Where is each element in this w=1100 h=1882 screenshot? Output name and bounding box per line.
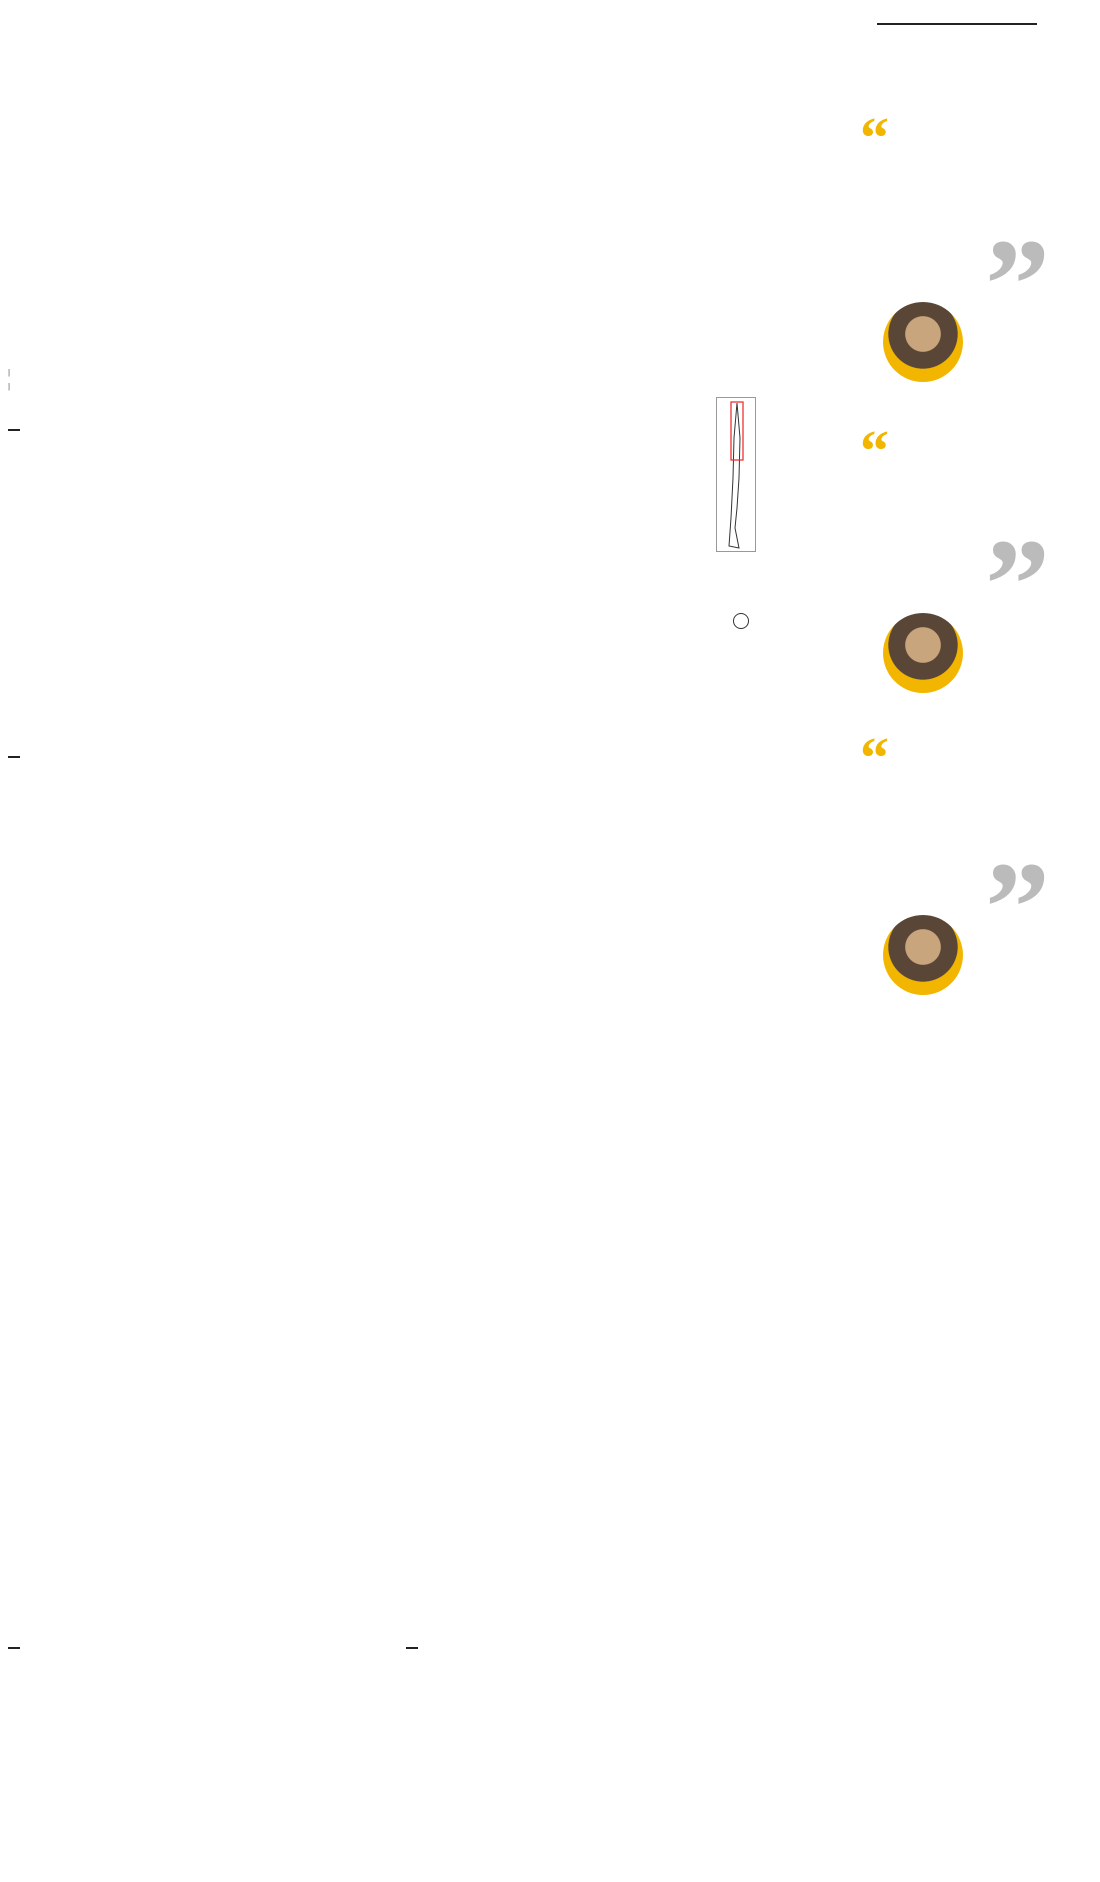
person-2: [972, 662, 1092, 674]
desempleo-title-box: [406, 1636, 418, 1654]
avatar-fernando-cabrales: [883, 915, 963, 995]
avatar-monica-navarrete: [883, 302, 963, 382]
pib-title: [8, 429, 20, 431]
exports-title: [877, 23, 1037, 25]
ingreso-chart: [0, 1680, 400, 1880]
open-quote-icon: “: [860, 418, 889, 483]
quote-3: “: [860, 725, 1085, 790]
exports-title-box: [877, 12, 1037, 30]
open-quote-icon: “: [860, 105, 889, 170]
avatar-lorena-sepulveda: [883, 613, 963, 693]
quote-2: “: [860, 418, 1085, 483]
compass-icon: [733, 613, 749, 629]
close-quote-icon: ”: [985, 213, 1050, 357]
person-3: [972, 963, 1092, 975]
close-quote-icon: ”: [985, 836, 1050, 980]
open-quote-icon: “: [860, 725, 889, 790]
desempleo-chart: [400, 1680, 1100, 1880]
credits: | |: [8, 368, 11, 391]
chile-locator-map: [716, 397, 756, 552]
close-quote-icon: ”: [985, 513, 1050, 657]
sector-title: [8, 756, 20, 758]
sector-title-box: [8, 745, 20, 763]
person-1: [967, 326, 1092, 338]
quote-1: “: [860, 105, 1085, 170]
pib-title-box: [8, 418, 188, 436]
desempleo-title: [406, 1647, 418, 1649]
ingreso-title: [8, 1647, 20, 1649]
ingreso-title-box: [8, 1636, 20, 1654]
chile-outline-icon: [728, 401, 744, 549]
